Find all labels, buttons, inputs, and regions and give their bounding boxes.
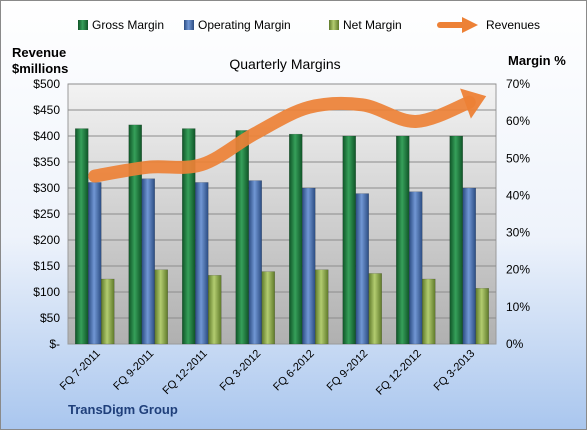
bar-operating-margin [356,194,369,344]
bar-gross-margin [75,129,88,344]
left-tick-label: $350 [33,155,60,169]
bar-operating-margin [463,188,476,344]
company-name: TransDigm Group [68,402,178,417]
bar-gross-margin [396,136,409,344]
bar-net-margin [208,275,221,344]
bar-operating-margin [142,179,155,344]
legend-label-gross-margin: Gross Margin [92,18,164,32]
right-tick-label: 20% [506,263,530,277]
legend-swatch-operating-margin [184,20,194,30]
right-tick-label: 0% [506,337,524,351]
left-tick-label: $200 [33,233,60,247]
left-tick-label: $450 [33,103,60,117]
right-tick-label: 40% [506,188,530,202]
bar-operating-margin [409,192,422,344]
bar-gross-margin [343,136,356,344]
bar-net-margin [101,279,114,344]
bar-operating-margin [302,188,315,344]
left-tick-label: $300 [33,181,60,195]
legend-swatch-gross-margin [78,20,88,30]
bar-net-margin [422,279,435,344]
bar-net-margin [476,288,489,344]
bar-operating-margin [88,182,101,344]
left-axis-label-line2: $millions [12,61,68,76]
chart-title: Quarterly Margins [229,56,340,72]
left-tick-label: $- [49,337,60,351]
legend-item-operating-margin: Operating Margin [184,18,291,32]
bar-net-margin [262,272,275,344]
left-tick-label: $100 [33,285,60,299]
left-axis-label-line1: Revenue [12,45,66,60]
right-tick-label: 10% [506,300,530,314]
bar-gross-margin [289,134,302,344]
right-axis-label: Margin % [508,53,566,68]
left-tick-label: $500 [33,77,60,91]
left-tick-label: $50 [40,311,60,325]
bar-net-margin [315,270,328,344]
right-tick-label: 60% [506,114,530,128]
legend-label-net-margin: Net Margin [343,18,402,32]
legend-swatch-net-margin [329,20,339,30]
bar-operating-margin [195,182,208,344]
bar-operating-margin [249,181,262,344]
legend-label-revenues: Revenues [486,18,540,32]
left-tick-label: $250 [33,207,60,221]
right-tick-label: 30% [506,226,530,240]
right-tick-label: 50% [506,151,530,165]
bar-gross-margin [450,136,463,344]
right-tick-label: 70% [506,77,530,91]
bar-net-margin [155,270,168,344]
bar-net-margin [369,273,382,344]
bar-gross-margin [129,125,142,344]
bar-gross-margin [236,130,249,344]
left-tick-label: $150 [33,259,60,273]
left-tick-label: $400 [33,129,60,143]
legend-label-operating-margin: Operating Margin [198,18,291,32]
